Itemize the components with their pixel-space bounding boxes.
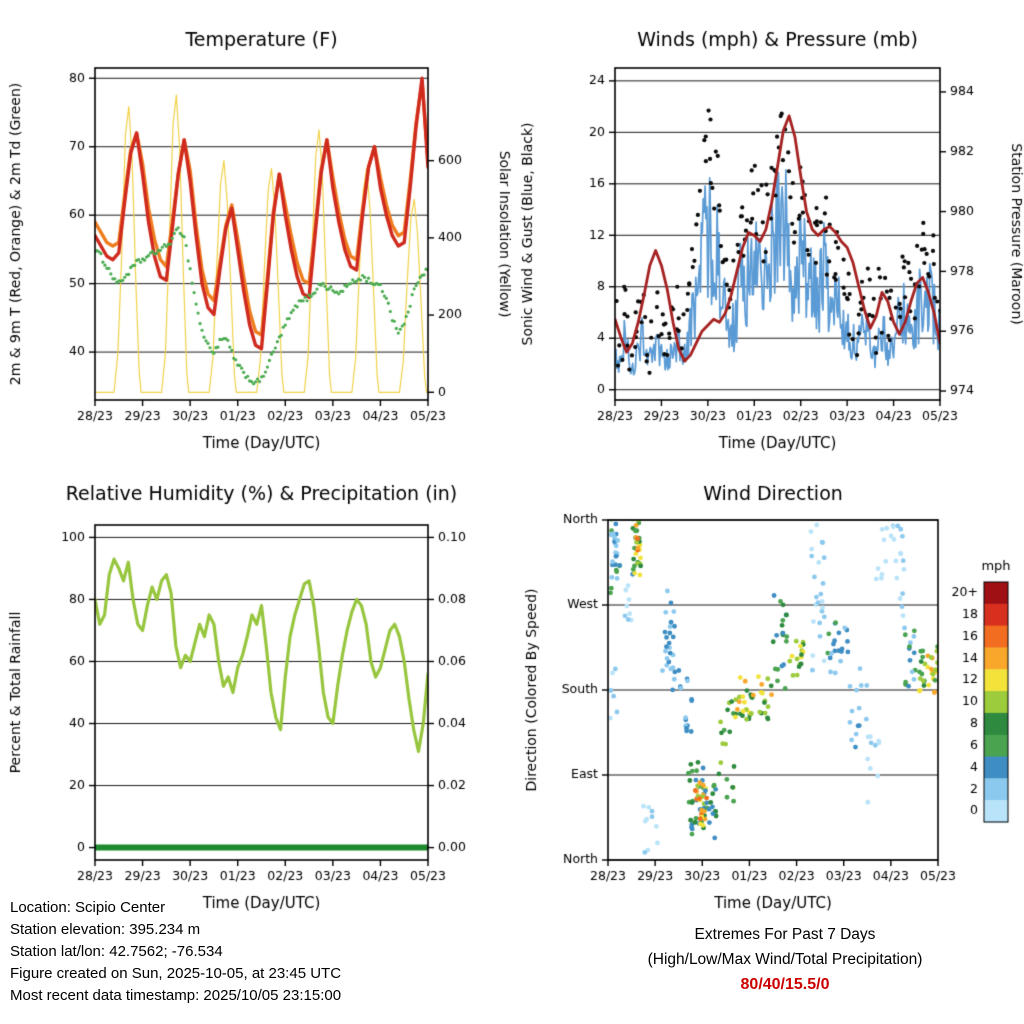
figure-created: Figure created on Sun, 2025-10-05, at 23… bbox=[10, 965, 342, 982]
humidity-precip-chart bbox=[0, 470, 512, 930]
extremes-value: 80/40/15.5/0 bbox=[740, 976, 830, 993]
station-info: Location: Scipio Center Station elevatio… bbox=[10, 897, 341, 1007]
station-elevation: Station elevation: 395.234 m bbox=[10, 921, 201, 938]
station-location: Location: Scipio Center bbox=[10, 899, 166, 916]
wind-direction-chart bbox=[512, 470, 1024, 930]
extremes-subtitle: (High/Low/Max Wind/Total Precipitation) bbox=[647, 951, 923, 968]
data-timestamp: Most recent data timestamp: 2025/10/05 2… bbox=[10, 987, 342, 1004]
station-latlon: Station lat/lon: 42.7562; -76.534 bbox=[10, 943, 223, 960]
extremes-title: Extremes For Past 7 Days bbox=[694, 926, 876, 943]
extremes-block: Extremes For Past 7 Days (High/Low/Max W… bbox=[560, 922, 1010, 997]
temperature-chart bbox=[0, 0, 512, 470]
winds-pressure-chart bbox=[512, 0, 1024, 470]
